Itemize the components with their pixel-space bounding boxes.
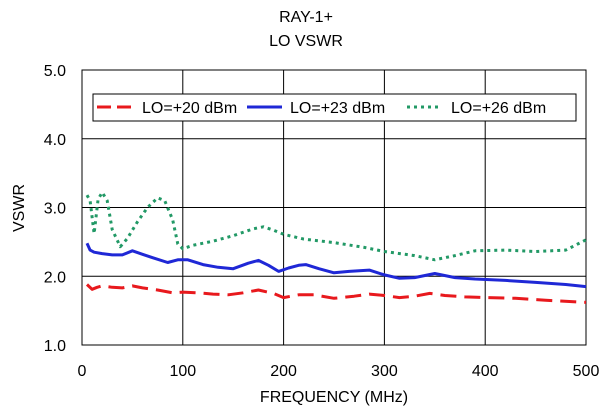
- chart-title: RAY-1+: [279, 9, 333, 26]
- y-tick-label: 5.0: [44, 63, 66, 80]
- y-tick-label: 3.0: [44, 201, 66, 218]
- series-line-lo26: [85, 190, 587, 262]
- x-tick-label: 0: [78, 363, 87, 380]
- series-layer: [85, 190, 587, 304]
- legend: LO=+20 dBm LO=+23 dBm LO=+26 dBm: [92, 93, 577, 122]
- series-line-lo20: [85, 283, 587, 304]
- x-tick-label: 300: [371, 363, 398, 380]
- x-tick-label: 500: [573, 363, 600, 380]
- x-tick-label: 200: [270, 363, 297, 380]
- y-tick-label: 4.0: [44, 132, 66, 149]
- chart-subtitle: LO VSWR: [269, 33, 343, 50]
- plot-area-frame: [81, 69, 587, 346]
- tick-labels: 0 100 200 300 400 500 1.0 2.0 3.0 4.0 5.0: [44, 63, 600, 380]
- series-line-lo23: [85, 242, 587, 289]
- legend-box: [92, 93, 577, 122]
- y-tick-label: 2.0: [44, 269, 66, 286]
- legend-label-lo23: LO=+23 dBm: [290, 100, 385, 117]
- y-tick-label: 1.0: [44, 338, 66, 355]
- legend-label-lo26: LO=+26 dBm: [451, 100, 546, 117]
- x-tick-label: 400: [472, 363, 499, 380]
- legend-label-lo20: LO=+20 dBm: [142, 100, 237, 117]
- x-axis-label: FREQUENCY (MHz): [260, 389, 408, 406]
- x-tick-label: 100: [169, 363, 196, 380]
- y-axis-label: VSWR: [11, 184, 28, 232]
